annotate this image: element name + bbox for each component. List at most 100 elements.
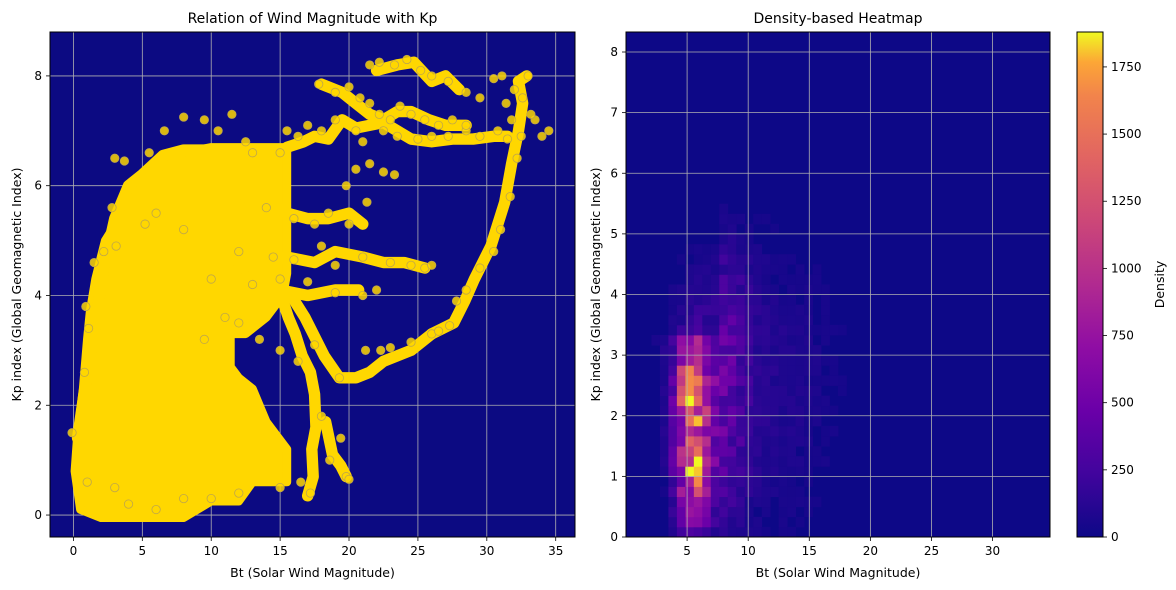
scatter-x-tick-label: 35: [548, 544, 563, 558]
heatmap-cell: [693, 335, 703, 346]
scatter-point: [365, 60, 375, 70]
heatmap-cell: [795, 486, 805, 497]
heatmap-cell: [821, 436, 830, 447]
heatmap-x-tick-label: 5: [683, 544, 691, 558]
heatmap-cell: [685, 516, 695, 528]
heatmap-cell: [787, 345, 796, 356]
heatmap-cell: [693, 395, 703, 407]
scatter-point: [378, 126, 389, 136]
scatter-point: [351, 164, 361, 174]
heatmap-cell: [719, 284, 729, 295]
heatmap-cell: [727, 345, 737, 356]
heatmap-cell: [702, 274, 712, 285]
heatmap-cell: [744, 264, 754, 275]
heatmap-cell: [710, 284, 720, 295]
heatmap-cell: [668, 324, 678, 336]
heatmap-cell: [710, 496, 720, 508]
heatmap-cell: [744, 516, 754, 528]
heatmap-cell: [719, 345, 729, 356]
heatmap-cell: [736, 213, 746, 225]
heatmap-cell: [787, 506, 796, 518]
heatmap-cell: [710, 294, 720, 306]
scatter-point-trail: [71, 144, 286, 444]
scatter-point: [316, 241, 327, 251]
heatmap-cell: [727, 486, 737, 497]
heatmap-cell: [829, 405, 839, 417]
heatmap-cell: [778, 365, 788, 376]
heatmap-cell: [821, 355, 830, 366]
heatmap-cell: [693, 486, 703, 497]
scatter-point: [199, 115, 209, 125]
heatmap-cell: [710, 425, 720, 437]
heatmap-cell: [795, 456, 805, 467]
scatter-point: [395, 101, 405, 111]
heatmap-cell: [693, 375, 703, 386]
heatmap-cell: [778, 446, 788, 457]
heatmap-cell: [761, 304, 771, 316]
heatmap-cell: [668, 516, 678, 528]
scatter-point: [392, 131, 402, 141]
heatmap-cell: [804, 365, 813, 376]
heatmap-cell: [693, 294, 703, 306]
heatmap-cell: [787, 294, 796, 306]
scatter-y-tick-label: 4: [34, 288, 42, 302]
heatmap-cell: [778, 274, 788, 285]
heatmap-cell: [719, 375, 729, 386]
heatmap-cell: [761, 466, 771, 477]
heatmap-cell: [676, 436, 686, 447]
scatter-point: [334, 373, 344, 383]
heatmap-y-label: Kp index (Global Geomagnetic Index): [588, 168, 603, 402]
heatmap-cell: [804, 496, 813, 508]
heatmap-cell: [710, 345, 720, 356]
heatmap-cell: [693, 405, 703, 417]
heatmap-cell: [710, 244, 720, 255]
scatter-x-tick-label: 5: [139, 544, 147, 558]
heatmap-cell: [710, 375, 720, 386]
heatmap-cell: [659, 436, 669, 447]
scatter-point: [344, 474, 354, 484]
heatmap-cell: [812, 365, 822, 376]
heatmap-cell: [744, 223, 754, 235]
heatmap-cell: [727, 436, 737, 447]
heatmap-cell: [676, 324, 686, 336]
heatmap-cell: [787, 395, 796, 407]
colorbar-tick-label: 1500: [1111, 127, 1142, 141]
scatter-point: [389, 60, 400, 70]
heatmap-cell: [821, 294, 830, 306]
scatter-point: [427, 71, 437, 81]
heatmap-cell: [676, 496, 686, 508]
heatmap-cell: [744, 355, 754, 366]
heatmap-cell: [795, 466, 805, 477]
heatmap-cell: [668, 355, 678, 366]
heatmap-cell: [744, 324, 754, 336]
heatmap-cell: [676, 355, 686, 366]
scatter-point: [447, 115, 457, 125]
heatmap-cell: [838, 375, 847, 386]
scatter-point: [111, 241, 121, 251]
scatter-point: [371, 285, 382, 295]
heatmap-cell: [778, 345, 788, 356]
heatmap-cell: [702, 436, 712, 447]
heatmap-cell: [702, 446, 712, 457]
heatmap-cell: [719, 395, 729, 407]
scatter-point: [325, 455, 335, 465]
heatmap-cell: [770, 486, 780, 497]
scatter-point: [107, 203, 117, 213]
heatmap-cell: [685, 385, 695, 396]
heatmap-cell: [668, 284, 678, 295]
heatmap-cell: [727, 506, 737, 518]
heatmap-cell: [710, 526, 720, 537]
scatter-point: [275, 148, 285, 158]
heatmap-cell: [736, 284, 746, 295]
heatmap-grid: [626, 32, 1050, 537]
heatmap-cell: [744, 486, 754, 497]
heatmap-cell: [761, 284, 771, 295]
heatmap-cell: [753, 425, 763, 437]
heatmap-cell: [795, 345, 805, 356]
scatter-title: Relation of Wind Magnitude with Kp: [188, 11, 438, 27]
heatmap-cell: [685, 375, 695, 386]
heatmap-cell: [787, 355, 796, 366]
heatmap-cell: [761, 274, 771, 285]
heatmap-cell: [676, 314, 686, 326]
heatmap-cell: [693, 506, 703, 518]
